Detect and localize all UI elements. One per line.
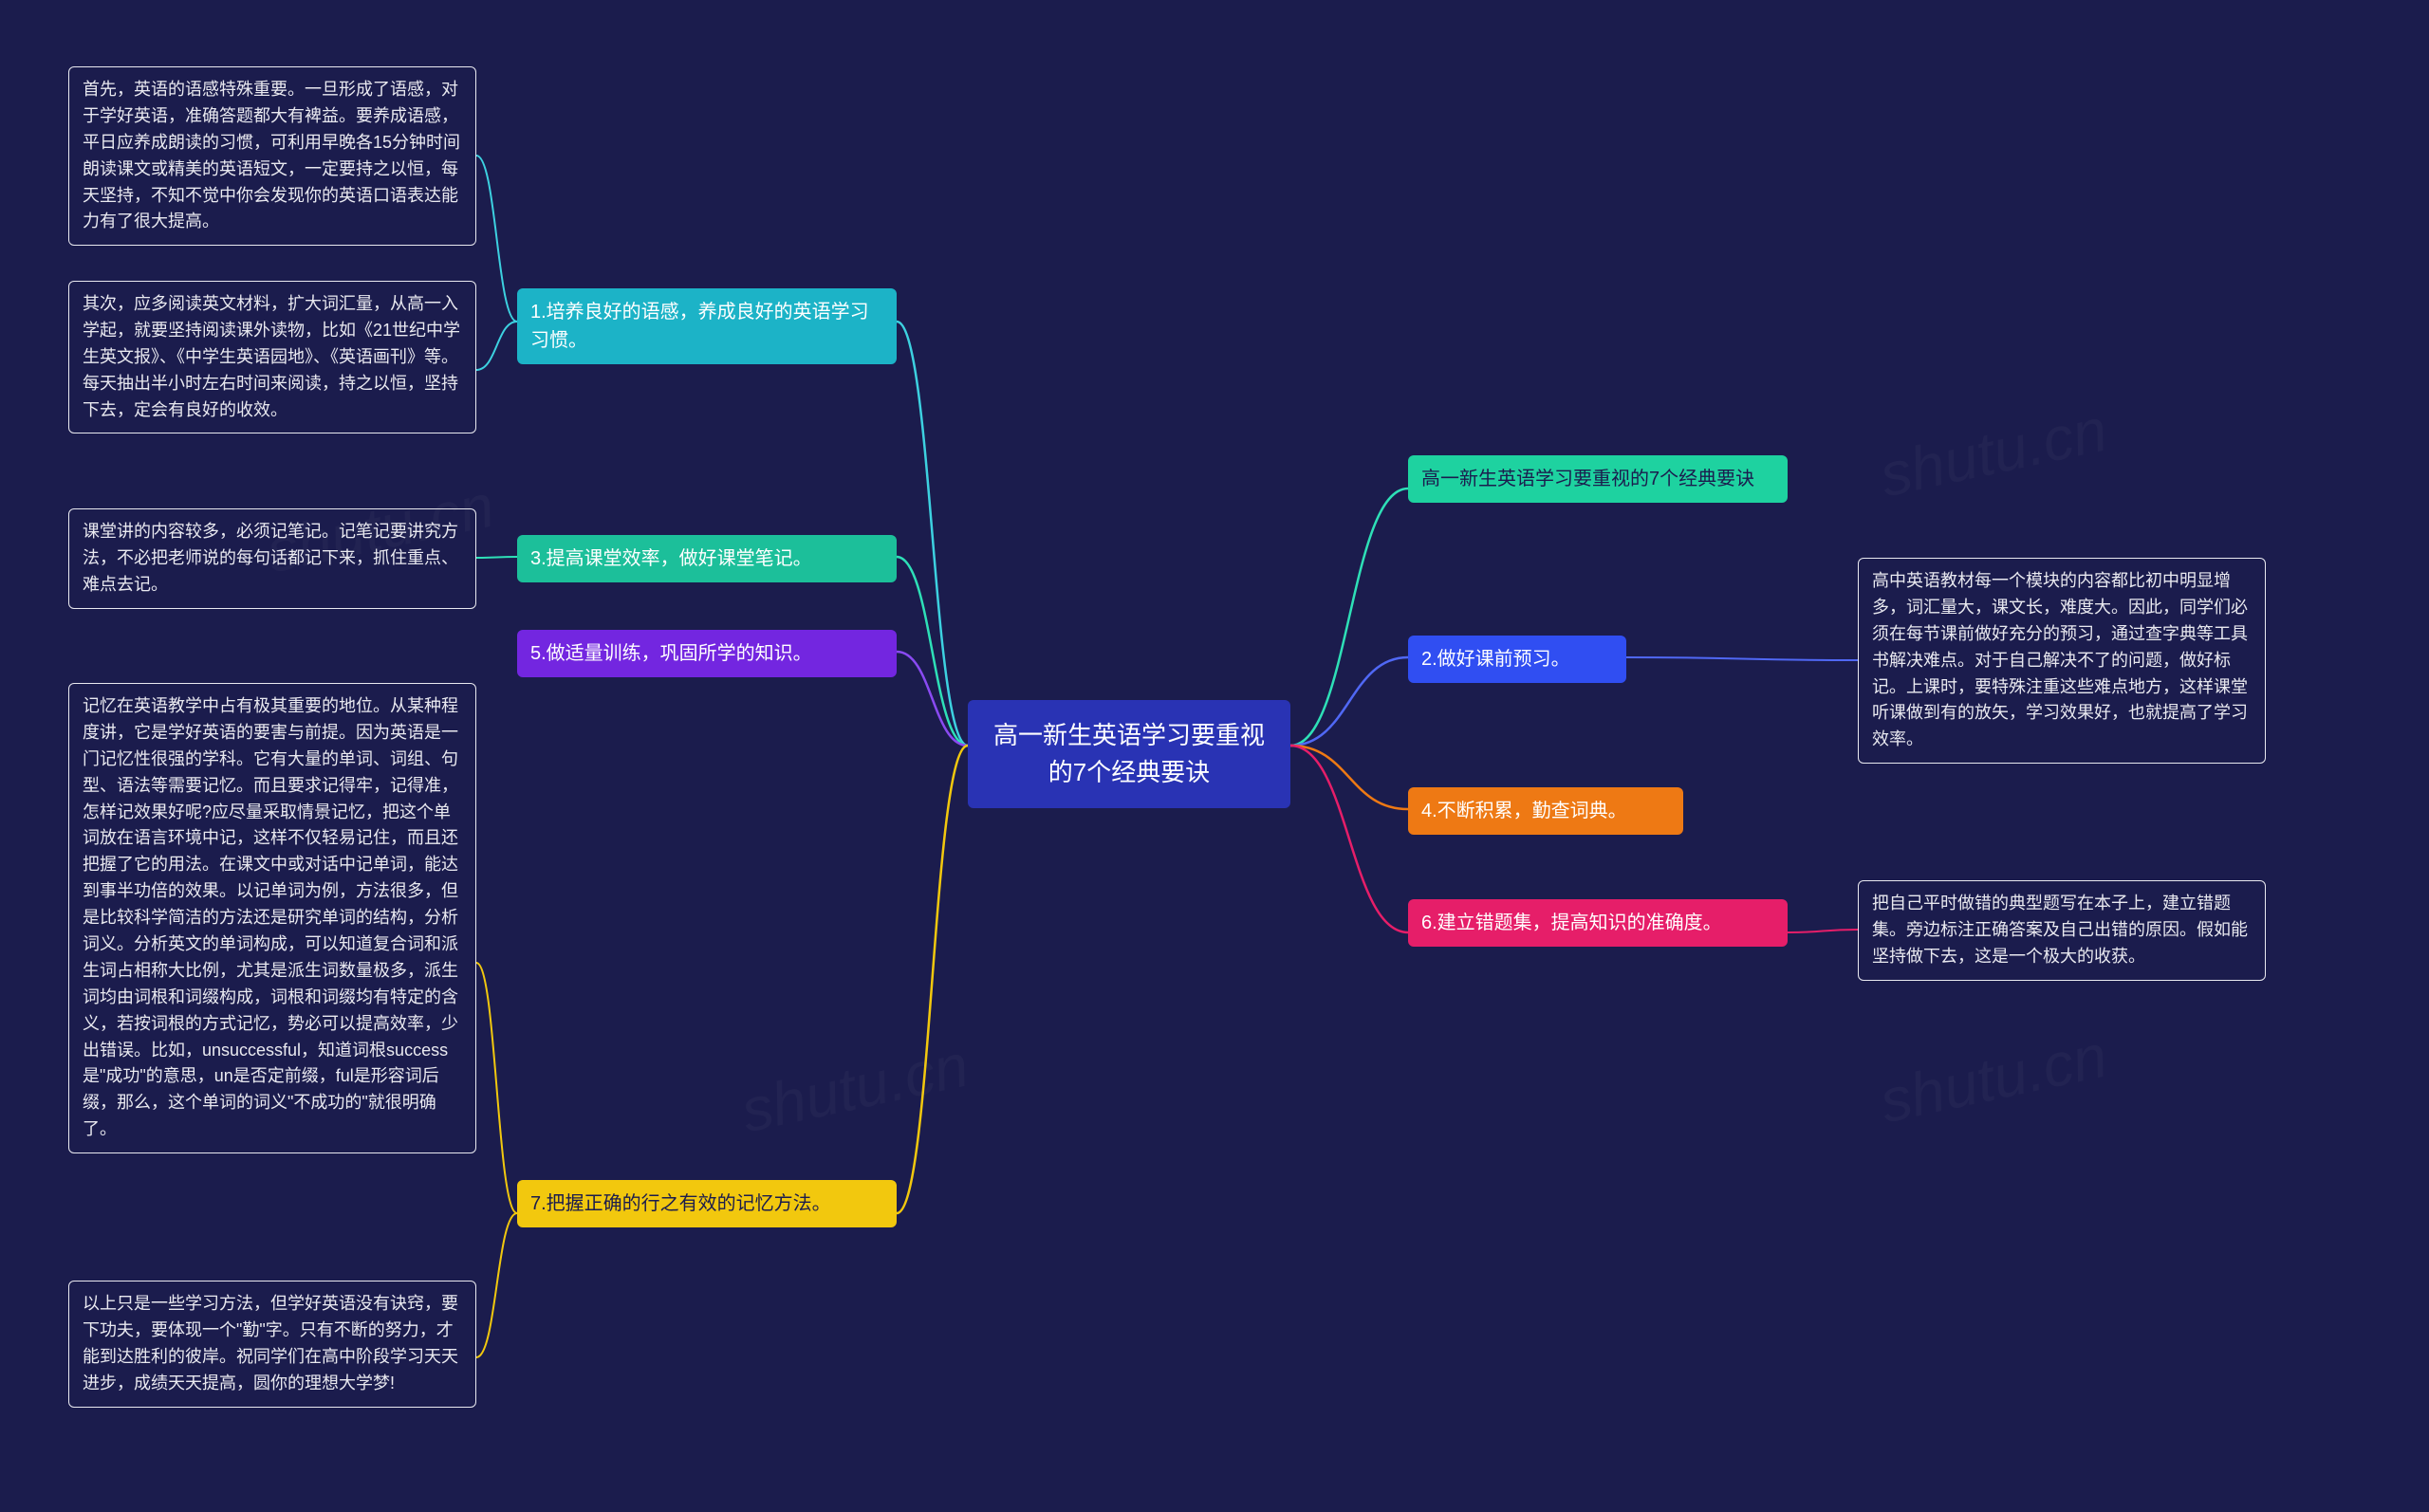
branch-b4[interactable]: 4.不断积累，勤查词典。 [1408, 787, 1683, 835]
branch-label: 7.把握正确的行之有效的记忆方法。 [530, 1193, 831, 1214]
detail-text: 高中英语教材每一个模块的内容都比初中明显增多，词汇量大，课文长，难度大。因此，同… [1872, 571, 2248, 748]
detail-b1-0: 首先，英语的语感特殊重要。一旦形成了语感，对于学好英语，准确答题都大有裨益。要养… [68, 66, 476, 246]
branch-b5[interactable]: 5.做适量训练，巩固所学的知识。 [517, 630, 897, 677]
branch-label: 1.培养良好的语感，养成良好的英语学习习惯。 [530, 302, 869, 351]
detail-b3-0: 课堂讲的内容较多，必须记笔记。记笔记要讲究方法，不必把老师说的每句话都记下来，抓… [68, 508, 476, 609]
detail-b7-0: 记忆在英语教学中占有极其重要的地位。从某种程度讲，它是学好英语的要害与前提。因为… [68, 683, 476, 1153]
mindmap-center: 高一新生英语学习要重视的7个经典要诀 [968, 700, 1290, 808]
branch-b1[interactable]: 1.培养良好的语感，养成良好的英语学习习惯。 [517, 288, 897, 364]
branch-label: 4.不断积累，勤查词典。 [1421, 801, 1627, 821]
branch-label: 高一新生英语学习要重视的7个经典要诀 [1421, 469, 1754, 489]
watermark: shutu.cn [1874, 1021, 2113, 1137]
detail-b7-1: 以上只是一些学习方法，但学好英语没有诀窍，要下功夫，要体现一个"勤"字。只有不断… [68, 1281, 476, 1408]
detail-text: 以上只是一些学习方法，但学好英语没有诀窍，要下功夫，要体现一个"勤"字。只有不断… [83, 1294, 458, 1392]
watermark: shutu.cn [1874, 395, 2113, 511]
detail-b2-0: 高中英语教材每一个模块的内容都比初中明显增多，词汇量大，课文长，难度大。因此，同… [1858, 558, 2266, 764]
branch-b6[interactable]: 6.建立错题集，提高知识的准确度。 [1408, 899, 1788, 947]
detail-text: 首先，英语的语感特殊重要。一旦形成了语感，对于学好英语，准确答题都大有裨益。要养… [83, 80, 460, 230]
branch-b3[interactable]: 3.提高课堂效率，做好课堂笔记。 [517, 535, 897, 582]
detail-text: 其次，应多阅读英文材料，扩大词汇量，从高一入学起，就要坚持阅读课外读物，比如《2… [83, 294, 460, 419]
watermark: shutu.cn [735, 1030, 974, 1147]
detail-text: 记忆在英语教学中占有极其重要的地位。从某种程度讲，它是学好英语的要害与前提。因为… [83, 696, 458, 1138]
branch-b7[interactable]: 7.把握正确的行之有效的记忆方法。 [517, 1180, 897, 1227]
branch-label: 2.做好课前预习。 [1421, 649, 1570, 670]
center-text: 高一新生英语学习要重视的7个经典要诀 [993, 721, 1265, 786]
detail-text: 把自己平时做错的典型题写在本子上，建立错题集。旁边标注正确答案及自己出错的原因。… [1872, 894, 2248, 966]
detail-b6-0: 把自己平时做错的典型题写在本子上，建立错题集。旁边标注正确答案及自己出错的原因。… [1858, 880, 2266, 981]
branch-label: 3.提高课堂效率，做好课堂笔记。 [530, 548, 812, 569]
branch-title[interactable]: 高一新生英语学习要重视的7个经典要诀 [1408, 455, 1788, 503]
detail-b1-1: 其次，应多阅读英文材料，扩大词汇量，从高一入学起，就要坚持阅读课外读物，比如《2… [68, 281, 476, 433]
branch-label: 6.建立错题集，提高知识的准确度。 [1421, 913, 1722, 933]
branch-label: 5.做适量训练，巩固所学的知识。 [530, 643, 812, 664]
branch-b2[interactable]: 2.做好课前预习。 [1408, 636, 1626, 683]
detail-text: 课堂讲的内容较多，必须记笔记。记笔记要讲究方法，不必把老师说的每句话都记下来，抓… [83, 522, 458, 594]
